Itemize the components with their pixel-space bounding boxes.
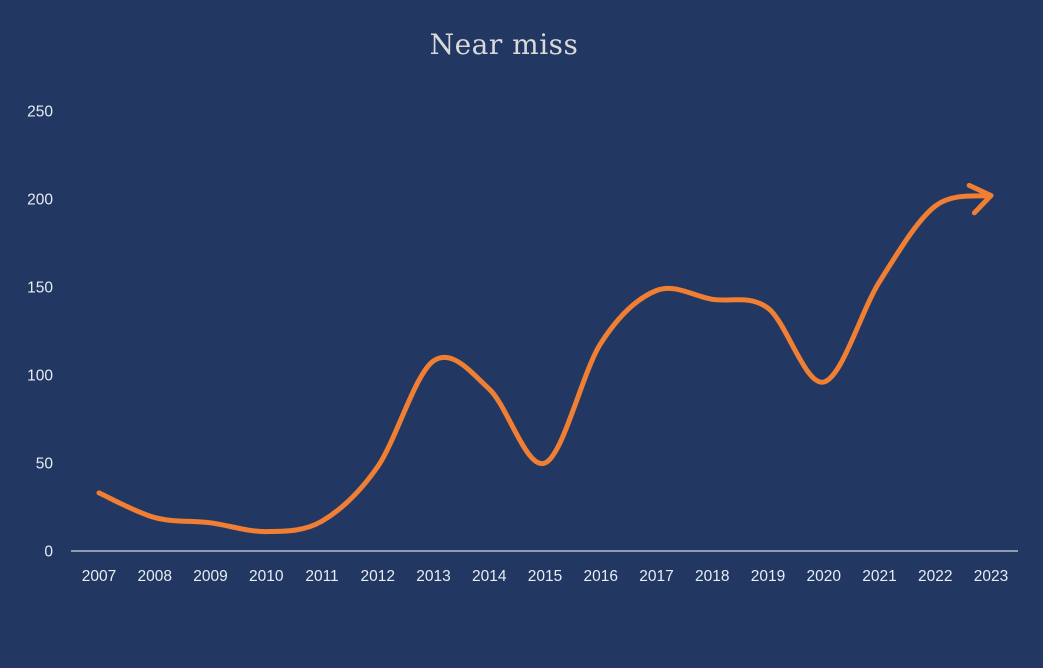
x-tick-label: 2014 [472,568,507,585]
line-end-arrow-icon [966,182,994,216]
x-tick-label: 2013 [416,568,450,585]
chart-title: Near miss [429,28,579,61]
x-tick-label: 2008 [138,568,172,585]
y-tick-label: 200 [27,192,53,209]
x-tick-label: 2023 [974,568,1008,585]
x-tick-label: 2007 [82,568,116,585]
x-tick-label: 2016 [584,568,618,585]
y-tick-label: 150 [27,280,53,297]
x-tick-label: 2017 [639,568,673,585]
x-tick-label: 2010 [249,568,284,585]
x-tick-label: 2022 [918,568,952,585]
y-tick-label: 50 [36,456,54,473]
series-line [96,193,994,535]
x-tick-label: 2012 [361,568,395,585]
x-tick-label: 2021 [862,568,896,585]
x-tick-label: 2011 [305,568,338,585]
x-tick-label: 2020 [807,568,842,585]
x-tick-label: 2009 [193,568,227,585]
y-tick-label: 0 [44,544,53,561]
y-tick-label: 250 [27,104,53,121]
y-tick-label: 100 [27,368,53,385]
x-tick-label: 2015 [528,568,562,585]
x-tick-label: 2018 [695,568,729,585]
x-tick-label: 2019 [751,568,785,585]
